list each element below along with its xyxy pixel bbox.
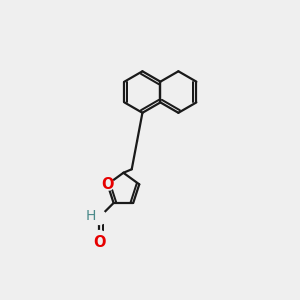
Text: O: O <box>101 177 114 192</box>
Text: O: O <box>93 235 106 250</box>
Text: H: H <box>86 209 96 224</box>
